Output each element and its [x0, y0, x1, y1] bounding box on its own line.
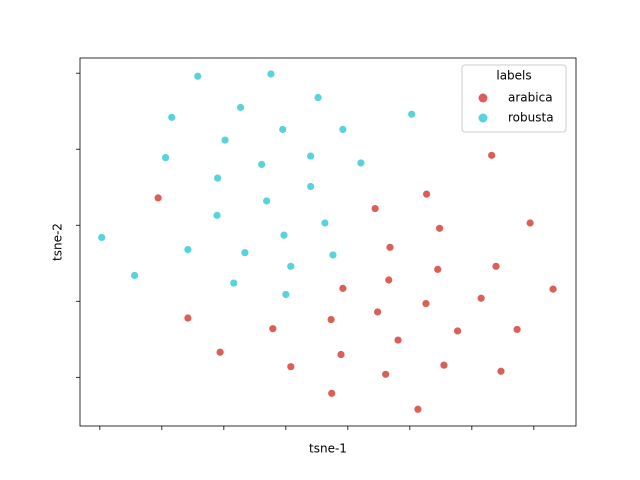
point: [287, 262, 295, 270]
point: [382, 370, 390, 378]
point: [213, 211, 221, 219]
legend-box: [461, 64, 567, 133]
point: [154, 194, 162, 202]
point: [216, 348, 224, 356]
point: [422, 299, 430, 308]
legend-marker: [478, 93, 488, 103]
point: [371, 204, 379, 213]
legend-marker: [478, 113, 488, 123]
point: [287, 363, 295, 371]
point: [394, 336, 402, 344]
legend-label: arabica: [508, 91, 553, 105]
y-axis-label: tsne-2: [51, 223, 65, 261]
point: [386, 243, 394, 251]
legend-title: labels: [496, 69, 531, 83]
point: [236, 103, 245, 112]
point: [422, 190, 431, 198]
point: [549, 285, 557, 293]
point: [184, 246, 192, 254]
x-axis-label: tsne-1: [309, 442, 347, 456]
point: [321, 219, 329, 227]
point: [477, 294, 485, 302]
point: [279, 125, 287, 134]
point: [267, 70, 275, 78]
point: [374, 308, 382, 316]
point: [328, 389, 336, 397]
point: [161, 154, 170, 162]
point: [453, 327, 462, 335]
point: [488, 151, 496, 159]
point: [263, 197, 271, 205]
point: [184, 314, 192, 322]
point: [241, 249, 249, 257]
point: [408, 110, 416, 118]
point: [329, 251, 337, 259]
legend-label: robusta: [508, 111, 554, 125]
point: [414, 405, 422, 413]
point: [282, 290, 290, 299]
point: [98, 233, 106, 242]
point: [436, 224, 444, 232]
point: [440, 361, 448, 369]
point: [492, 262, 500, 270]
point: [314, 93, 322, 102]
point: [497, 367, 505, 375]
point: [307, 182, 315, 191]
point: [327, 315, 335, 324]
point: [280, 231, 288, 239]
point: [214, 174, 222, 182]
point: [307, 152, 315, 160]
point: [130, 271, 139, 280]
axes-frame: [79, 57, 577, 427]
point: [339, 125, 347, 134]
point: [337, 350, 345, 359]
point: [357, 159, 365, 167]
point: [258, 160, 266, 169]
point: [526, 219, 534, 227]
point: [194, 72, 202, 80]
point: [269, 325, 277, 333]
point: [385, 276, 393, 284]
point: [230, 279, 238, 287]
point: [513, 325, 521, 334]
point: [339, 284, 347, 292]
point: [168, 113, 176, 121]
point: [221, 136, 229, 144]
point: [434, 265, 442, 273]
